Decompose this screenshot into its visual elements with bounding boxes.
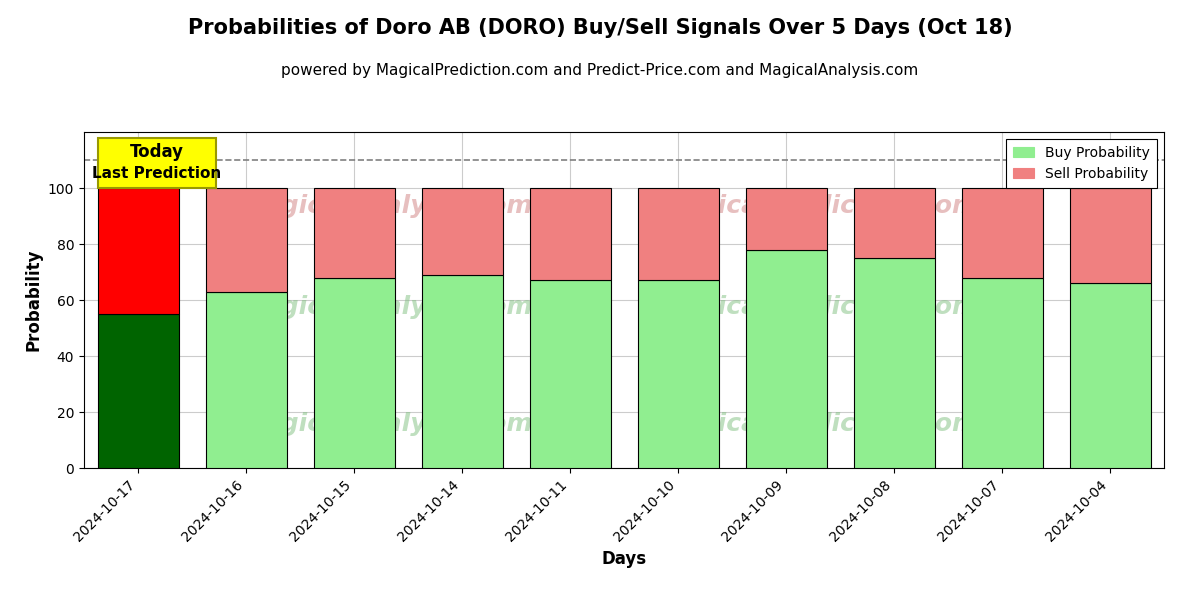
Bar [205,292,287,468]
Bar [1069,283,1151,468]
Bar [1069,188,1151,283]
Text: MagicalAnalysis.com: MagicalAnalysis.com [240,295,533,319]
Bar [313,188,395,278]
Bar [205,188,287,292]
Bar [529,280,611,468]
FancyBboxPatch shape [97,137,216,188]
Bar [637,188,719,280]
X-axis label: Days: Days [601,550,647,568]
Y-axis label: Probability: Probability [24,249,42,351]
Text: powered by MagicalPrediction.com and Predict-Price.com and MagicalAnalysis.com: powered by MagicalPrediction.com and Pre… [281,63,919,78]
Text: MagicalPrediction.com: MagicalPrediction.com [659,295,978,319]
Bar [637,280,719,468]
Bar [853,258,935,468]
Bar [421,188,503,275]
Bar [421,275,503,468]
Bar [745,250,827,468]
Text: Today: Today [130,143,184,161]
Bar [961,278,1043,468]
Bar [961,188,1043,278]
Bar [529,188,611,280]
Text: MagicalAnalysis.com: MagicalAnalysis.com [240,194,533,218]
Bar [745,188,827,250]
Bar [313,278,395,468]
Text: MagicalPrediction.com: MagicalPrediction.com [659,412,978,436]
Bar [97,314,179,468]
Text: Probabilities of Doro AB (DORO) Buy/Sell Signals Over 5 Days (Oct 18): Probabilities of Doro AB (DORO) Buy/Sell… [187,18,1013,38]
Text: Last Prediction: Last Prediction [92,166,222,181]
Bar [853,188,935,258]
Text: MagicalPrediction.com: MagicalPrediction.com [659,194,978,218]
Bar [97,188,179,314]
Text: MagicalAnalysis.com: MagicalAnalysis.com [240,412,533,436]
Legend: Buy Probability, Sell Probability: Buy Probability, Sell Probability [1007,139,1157,188]
